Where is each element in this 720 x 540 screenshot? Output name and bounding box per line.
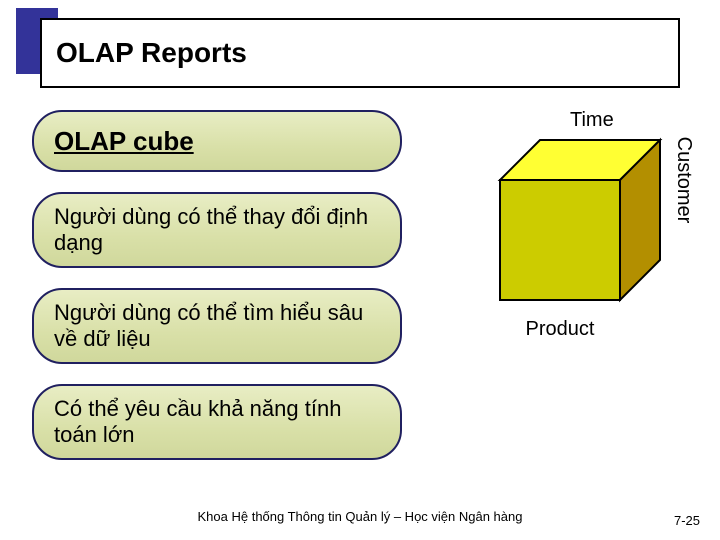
pill-body: Người dùng có thể thay đổi định dạng bbox=[54, 204, 380, 257]
page-number: 7-25 bbox=[674, 513, 700, 528]
cube-svg: Time Customer Product bbox=[420, 100, 700, 380]
pill-body: Có thể yêu cầu khả năng tính toán lớn bbox=[54, 396, 380, 449]
pill-olap-cube: OLAP cube bbox=[32, 110, 402, 172]
axis-label-time: Time bbox=[570, 109, 614, 131]
pill-format: Người dùng có thể thay đổi định dạng bbox=[32, 192, 402, 268]
axis-label-customer: Customer bbox=[673, 137, 695, 224]
pill-body: Người dùng có thể tìm hiểu sâu về dữ liệ… bbox=[54, 300, 380, 353]
pill-compute: Có thể yêu cầu khả năng tính toán lớn bbox=[32, 384, 402, 460]
olap-cube-diagram: Time Customer Product bbox=[420, 100, 700, 380]
pill-drilldown: Người dùng có thể tìm hiểu sâu về dữ liệ… bbox=[32, 288, 402, 364]
cube-icon bbox=[500, 140, 660, 300]
title-box: OLAP Reports bbox=[40, 18, 680, 88]
pill-title: OLAP cube bbox=[54, 126, 194, 157]
footer-text: Khoa Hệ thống Thông tin Quản lý – Học vi… bbox=[0, 509, 720, 524]
axis-label-product: Product bbox=[526, 318, 595, 340]
slide: OLAP Reports OLAP cube Người dùng có thể… bbox=[0, 0, 720, 540]
slide-title: OLAP Reports bbox=[56, 37, 247, 69]
